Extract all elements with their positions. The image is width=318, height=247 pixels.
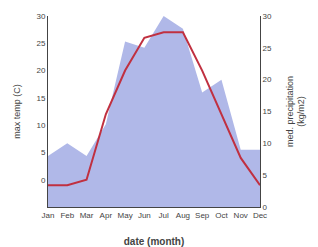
svg-text:Aug: Aug — [176, 211, 190, 220]
svg-text:med. precipitation(kg/m2): med. precipitation(kg/m2) — [285, 76, 307, 147]
svg-text:Oct: Oct — [215, 211, 228, 220]
svg-text:5: 5 — [263, 171, 268, 180]
svg-text:15: 15 — [263, 107, 272, 116]
svg-text:0: 0 — [263, 203, 268, 212]
svg-text:5: 5 — [41, 148, 46, 157]
svg-text:20: 20 — [263, 75, 272, 84]
svg-text:Jul: Jul — [159, 211, 169, 220]
svg-text:0: 0 — [41, 176, 46, 185]
svg-text:Jun: Jun — [138, 211, 151, 220]
svg-text:Feb: Feb — [60, 211, 74, 220]
svg-text:10: 10 — [263, 139, 272, 148]
svg-text:Dec: Dec — [253, 211, 267, 220]
svg-text:Mar: Mar — [80, 211, 94, 220]
svg-text:25: 25 — [263, 44, 272, 53]
svg-text:25: 25 — [36, 39, 45, 48]
svg-text:20: 20 — [36, 66, 45, 75]
svg-text:May: May — [118, 211, 133, 220]
svg-text:10: 10 — [36, 121, 45, 130]
svg-text:30: 30 — [263, 12, 272, 21]
svg-text:Nov: Nov — [234, 211, 248, 220]
svg-text:Sep: Sep — [195, 211, 210, 220]
svg-text:Apr: Apr — [100, 211, 113, 220]
svg-text:date (month): date (month) — [124, 236, 185, 247]
svg-text:30: 30 — [36, 12, 45, 21]
svg-text:Jan: Jan — [42, 211, 55, 220]
svg-text:15: 15 — [36, 94, 45, 103]
svg-text:max temp (C): max temp (C) — [12, 84, 22, 139]
